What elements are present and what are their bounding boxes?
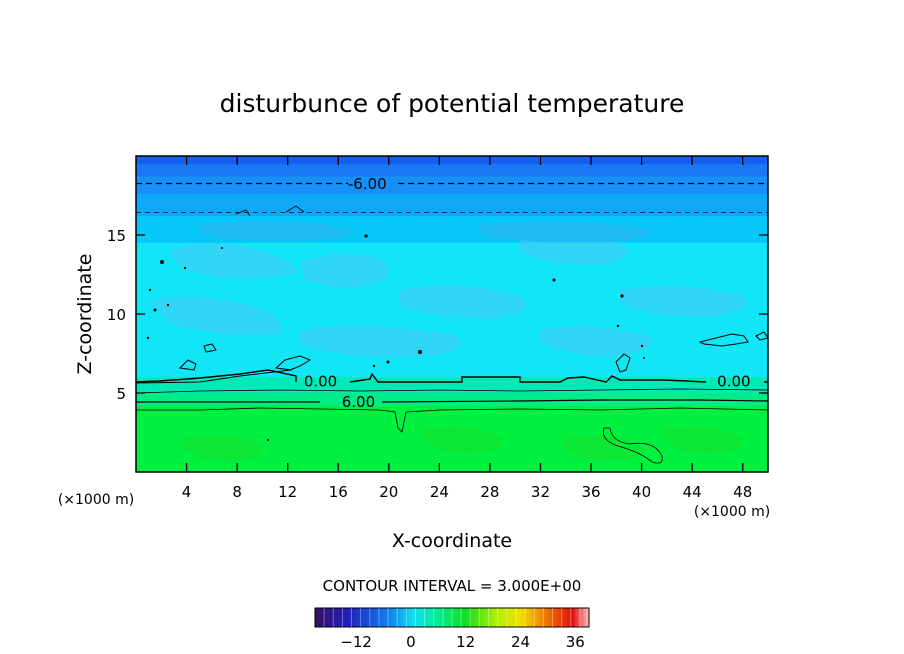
contour-speck <box>148 288 152 292</box>
contour-band <box>136 176 768 195</box>
y-axis-label: Z-coordinate <box>74 254 96 375</box>
cloud-patch <box>300 253 389 288</box>
contour-speck <box>643 357 645 359</box>
x-tick-label: 4 <box>182 483 192 501</box>
contour-label: 0.00 <box>304 372 337 390</box>
contour-blob <box>235 205 305 217</box>
contour-zero-upper <box>136 355 312 384</box>
x-tick-label: 36 <box>581 483 600 501</box>
cloud-patches <box>150 221 747 357</box>
contour-speck <box>160 260 164 264</box>
contour-9 <box>136 407 768 433</box>
ground-patch <box>180 434 262 462</box>
contour-band <box>136 156 768 165</box>
contour-speck <box>221 247 223 249</box>
contour-lines <box>136 182 768 464</box>
x-tick-label: 12 <box>278 483 297 501</box>
contour-interval-text: CONTOUR INTERVAL = 3.000E+00 <box>323 577 582 595</box>
z-unit-label: (×1000 m) <box>58 492 134 508</box>
chart-title: disturbunce of potential temperature <box>220 89 685 118</box>
contour-speck <box>386 360 390 364</box>
contour-band <box>136 193 768 217</box>
contour-blob <box>615 353 631 373</box>
contour-band <box>136 163 768 178</box>
cloud-patch <box>400 285 527 319</box>
y-axis: 5 10 15 <box>107 227 768 403</box>
x-unit-label: (×1000 m) <box>694 504 770 520</box>
contour-speck <box>166 303 170 307</box>
contour-speck <box>616 324 620 328</box>
ground-patch <box>420 426 502 454</box>
contour-blob <box>698 333 749 347</box>
x-tick-label: 40 <box>632 483 651 501</box>
x-tick-label: 44 <box>683 483 702 501</box>
contour-3 <box>136 388 768 394</box>
colorbar-tick-label: 36 <box>566 633 585 651</box>
contour-label: -6.00 <box>348 175 387 193</box>
x-tick-label: 28 <box>480 483 499 501</box>
colorbar-tick-label: −12 <box>340 633 372 651</box>
contour-band <box>136 377 768 394</box>
contour-speck <box>372 364 376 368</box>
contour-6 <box>136 399 768 403</box>
y-tick-label: 15 <box>107 227 126 245</box>
cloud-patch <box>480 221 652 243</box>
x-tick-label: 8 <box>232 483 242 501</box>
colorbar-stripes <box>323 608 581 627</box>
colorbar-tick-label: 24 <box>511 633 530 651</box>
contour-speck <box>640 344 644 348</box>
x-axis-label: X-coordinate <box>392 530 512 552</box>
cloud-patch <box>200 221 350 242</box>
x-axis: 4 8 12 16 20 24 28 32 36 40 44 48 <box>182 156 752 501</box>
x-tick-label: 32 <box>531 483 550 501</box>
contour-band <box>136 393 768 407</box>
contour-label: 0.00 <box>717 372 750 390</box>
colorbar-ticks: −12 0 12 24 36 <box>340 633 585 651</box>
contour-speck <box>620 294 624 298</box>
contour-speck <box>364 234 368 238</box>
cloud-patch <box>540 326 652 357</box>
contour-specks <box>146 234 645 441</box>
y-tick-label: 10 <box>107 306 126 324</box>
contour-speck <box>267 439 269 441</box>
contour-labels: -6.00 0.00 0.00 6.00 <box>304 175 751 411</box>
x-tick-label: 48 <box>733 483 752 501</box>
ground-patch <box>660 426 742 454</box>
contour-blob <box>755 331 768 341</box>
cloud-patch <box>520 235 628 265</box>
contour-speck <box>183 266 187 270</box>
colorbar <box>314 607 590 628</box>
ground-texture <box>180 426 742 462</box>
contour-label: 6.00 <box>342 393 375 411</box>
contour-speck <box>146 336 150 340</box>
x-tick-label: 20 <box>379 483 398 501</box>
contour-speck <box>552 278 556 282</box>
contour-speck <box>153 308 157 312</box>
plot-area <box>136 156 768 472</box>
cloud-patch <box>300 325 462 357</box>
colorbar-tick-label: 12 <box>456 633 475 651</box>
x-tick-label: 24 <box>430 483 449 501</box>
contour-blob <box>178 359 197 371</box>
y-tick-label: 5 <box>116 385 126 403</box>
contour-band <box>136 405 768 472</box>
x-tick-label: 16 <box>329 483 348 501</box>
cloud-patch <box>170 243 300 279</box>
cloud-patch <box>150 296 283 335</box>
contour-blob <box>203 343 217 353</box>
colorbar-tick-label: 0 <box>406 633 416 651</box>
contour-speck <box>418 350 422 354</box>
cloud-patch <box>620 285 747 317</box>
contour-blob-ground <box>602 427 663 464</box>
